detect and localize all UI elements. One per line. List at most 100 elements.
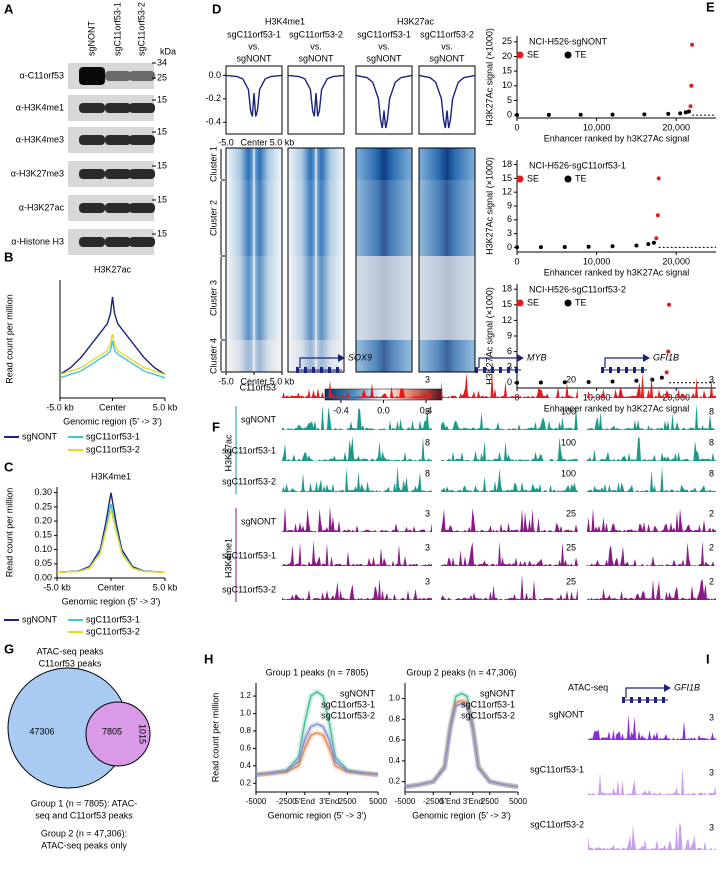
heatmap-block: [288, 148, 344, 180]
point: [683, 110, 688, 115]
gene-exon: [646, 697, 649, 703]
profile-line: [287, 74, 345, 117]
track-scale: 3: [425, 542, 430, 552]
point: [610, 244, 615, 249]
y-tick-label: 12: [502, 315, 512, 325]
y-tick-label: 3: [507, 362, 512, 372]
track-signal: [588, 714, 716, 740]
line: [56, 509, 166, 573]
blot-band: [105, 71, 131, 81]
gene-arrow: [478, 357, 517, 368]
point: [538, 245, 543, 250]
gene-exon: [515, 367, 518, 373]
track-scale: 25: [566, 576, 576, 586]
point: [515, 113, 519, 118]
y-axis-label: H3K27Ac signal (×1000): [484, 157, 494, 255]
y-tick-label: 0: [507, 109, 512, 119]
blot-label: α-H3K4me3: [16, 134, 64, 144]
blot-band: [79, 237, 105, 247]
x-tick-label: -2500: [276, 797, 297, 806]
legend-label: sgC11orf53-1: [86, 614, 140, 624]
track-signal: [587, 404, 716, 430]
legend-label: sgC11orf53-2: [321, 710, 375, 720]
gene-exon: [641, 367, 644, 373]
group-header: H3K27ac: [397, 16, 435, 26]
track-signal: [588, 822, 716, 850]
gene-exon: [483, 367, 486, 373]
colorbar-label: -0.4: [333, 405, 349, 415]
track-scale: 3: [709, 822, 714, 832]
point: [688, 104, 693, 109]
group-header: H3K4me1: [265, 16, 305, 26]
gene-exon: [638, 697, 641, 703]
blot-band: [79, 169, 105, 179]
track-signal: [282, 466, 432, 492]
plot-frame: [355, 65, 413, 135]
venn-count: 47306: [29, 726, 54, 736]
y-axis-label: Read count per million: [210, 693, 220, 783]
y-tick-label: 0.4: [389, 756, 401, 765]
column-header: vs.: [248, 41, 260, 51]
chart-title: NCI-H526-sgC11orf53-1: [529, 160, 626, 170]
panel-label: D: [212, 1, 221, 16]
track-scale: 3: [709, 374, 714, 384]
point: [690, 42, 695, 47]
legend-label: sgNONT: [22, 614, 58, 624]
line: [255, 690, 379, 776]
point: [515, 380, 519, 385]
blot-band: [105, 135, 131, 145]
blot-band: [129, 169, 155, 179]
y-tick-label: 0.00: [34, 572, 52, 582]
point: [546, 112, 551, 117]
track-signal: [587, 437, 716, 461]
column-header: vs.: [310, 41, 322, 51]
panel-label: B: [4, 249, 13, 264]
gene-exon: [622, 697, 625, 703]
y-tick-label: 0.8: [389, 714, 401, 723]
track-label: sgC11orf53-2: [530, 819, 584, 829]
track-signal: [587, 579, 716, 600]
profile-line: [355, 74, 413, 129]
legend-label: TE: [575, 297, 587, 307]
heatmap-block: [288, 180, 344, 256]
x-tick-label: -2500: [423, 797, 444, 806]
y-tick-label: 0.05: [34, 558, 52, 568]
x-tick-label: 0: [514, 256, 519, 266]
heatmap-block: [356, 256, 412, 340]
track-scale: 100: [561, 406, 576, 416]
x-tick-label: 5′End: [440, 797, 460, 806]
heatmap-block: [288, 340, 344, 372]
y-tick-label: 12: [502, 187, 512, 197]
heatmap-block: [419, 148, 475, 180]
plot-frame: [418, 65, 476, 135]
y-tick-label: 6: [507, 214, 512, 224]
track-scale: 8: [425, 437, 430, 447]
y-axis-label: H3K27Ac signal (×1000): [484, 287, 494, 385]
track-signal: [441, 541, 578, 566]
venn-count: 7805: [102, 726, 122, 736]
blot-label: α-H3K4me1: [16, 102, 64, 112]
legend-label: sgC11orf53-1: [321, 699, 375, 709]
point: [664, 370, 669, 375]
gene-exon: [633, 367, 636, 373]
y-axis-label: H3K27Ac signal (×1000): [484, 28, 494, 126]
venn-legend: ATAC-seq peaks: [37, 646, 104, 656]
marker-label: 15: [157, 126, 167, 136]
gene-exon: [662, 697, 665, 703]
y-tick-label: 1.0: [240, 709, 252, 718]
track-signal: [441, 437, 578, 461]
cluster-label: Cluster 3: [208, 280, 218, 316]
line: [404, 703, 519, 788]
point: [666, 349, 671, 354]
y-tick-label: 0.8: [240, 726, 252, 735]
point: [651, 240, 656, 245]
point: [666, 111, 671, 116]
x-tick-label: 5.0 kb: [153, 402, 178, 412]
panel-label: A: [4, 1, 14, 16]
line: [56, 492, 166, 573]
gene-exon: [320, 367, 323, 373]
legend-swatch: [516, 299, 524, 307]
track-label: C11orf53: [240, 382, 276, 392]
track-scale: 8: [425, 468, 430, 478]
venn-caption: seq and C11orf53 peaks: [35, 810, 133, 820]
